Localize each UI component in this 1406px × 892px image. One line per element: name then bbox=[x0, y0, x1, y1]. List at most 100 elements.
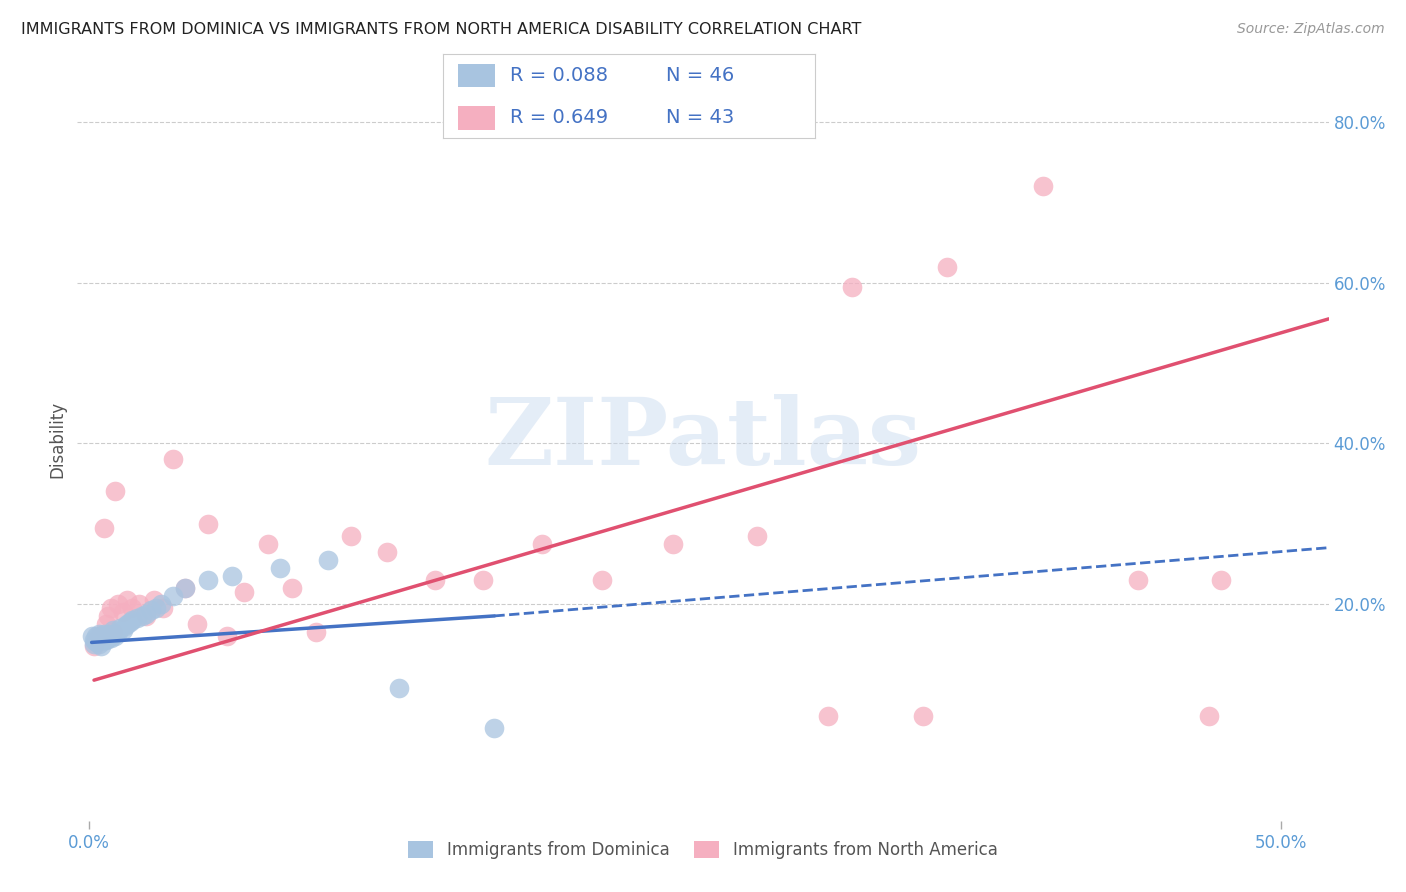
Point bbox=[107, 597, 129, 611]
Point bbox=[121, 601, 143, 615]
Point bbox=[83, 633, 105, 648]
Point bbox=[100, 601, 122, 615]
Point bbox=[484, 721, 506, 735]
Point bbox=[305, 624, 328, 639]
Point bbox=[97, 627, 120, 641]
Point bbox=[90, 639, 112, 653]
Point bbox=[101, 624, 124, 639]
Point bbox=[90, 629, 112, 643]
Point bbox=[110, 621, 132, 635]
Text: R = 0.088: R = 0.088 bbox=[510, 66, 607, 85]
Point bbox=[936, 260, 959, 274]
Point bbox=[86, 633, 108, 648]
Point bbox=[423, 573, 446, 587]
Point bbox=[841, 280, 863, 294]
Point bbox=[97, 631, 120, 645]
Point bbox=[162, 589, 184, 603]
Point bbox=[94, 617, 117, 632]
Point bbox=[221, 569, 243, 583]
Point bbox=[125, 611, 148, 625]
Point bbox=[111, 623, 134, 637]
Point bbox=[1211, 573, 1233, 587]
Point bbox=[86, 635, 108, 649]
Point bbox=[186, 617, 208, 632]
Text: R = 0.649: R = 0.649 bbox=[510, 108, 607, 127]
Point bbox=[107, 624, 129, 639]
Point bbox=[269, 561, 291, 575]
Point bbox=[471, 573, 494, 587]
Point bbox=[111, 605, 134, 619]
Point bbox=[87, 637, 110, 651]
Point bbox=[135, 607, 157, 621]
Point bbox=[1126, 573, 1149, 587]
Point bbox=[94, 629, 117, 643]
Point bbox=[87, 629, 110, 643]
Point bbox=[375, 544, 398, 558]
Point bbox=[912, 709, 935, 723]
Point bbox=[93, 627, 115, 641]
Point bbox=[281, 581, 304, 595]
Text: IMMIGRANTS FROM DOMINICA VS IMMIGRANTS FROM NORTH AMERICA DISABILITY CORRELATION: IMMIGRANTS FROM DOMINICA VS IMMIGRANTS F… bbox=[21, 22, 862, 37]
Point bbox=[101, 626, 124, 640]
FancyBboxPatch shape bbox=[458, 106, 495, 130]
Point bbox=[197, 516, 219, 531]
Point bbox=[93, 631, 115, 645]
Point bbox=[83, 639, 105, 653]
Point bbox=[86, 631, 108, 645]
Point bbox=[128, 597, 150, 611]
FancyBboxPatch shape bbox=[458, 63, 495, 87]
Point bbox=[1032, 179, 1054, 194]
Point bbox=[104, 484, 127, 499]
Point bbox=[197, 573, 219, 587]
Legend: Immigrants from Dominica, Immigrants from North America: Immigrants from Dominica, Immigrants fro… bbox=[402, 834, 1004, 866]
Point bbox=[97, 609, 120, 624]
Point bbox=[145, 601, 167, 615]
Point bbox=[817, 709, 839, 723]
Point bbox=[388, 681, 411, 696]
Point bbox=[100, 631, 122, 645]
Point bbox=[86, 629, 108, 643]
Point bbox=[90, 633, 112, 648]
Text: N = 46: N = 46 bbox=[666, 66, 735, 85]
Point bbox=[93, 633, 115, 648]
Point bbox=[1198, 709, 1220, 723]
Point bbox=[152, 601, 174, 615]
Point bbox=[117, 617, 139, 632]
Point bbox=[257, 536, 280, 550]
Point bbox=[83, 637, 105, 651]
Text: Source: ZipAtlas.com: Source: ZipAtlas.com bbox=[1237, 22, 1385, 37]
Point bbox=[531, 536, 554, 550]
Point bbox=[233, 585, 256, 599]
Point bbox=[117, 592, 139, 607]
Point bbox=[114, 619, 136, 633]
Point bbox=[149, 597, 172, 611]
Point bbox=[87, 631, 110, 645]
Text: N = 43: N = 43 bbox=[666, 108, 735, 127]
Point bbox=[141, 603, 163, 617]
Point bbox=[87, 627, 110, 641]
Point bbox=[104, 629, 127, 643]
Point bbox=[316, 552, 339, 567]
Point bbox=[217, 629, 239, 643]
Point bbox=[173, 581, 195, 595]
Point bbox=[87, 633, 110, 648]
Point bbox=[100, 629, 122, 643]
Point bbox=[131, 609, 153, 624]
Point bbox=[591, 573, 613, 587]
Point bbox=[93, 521, 115, 535]
Point bbox=[118, 615, 141, 629]
Text: ZIPatlas: ZIPatlas bbox=[485, 394, 921, 484]
Point bbox=[80, 629, 103, 643]
Point bbox=[135, 609, 157, 624]
Point bbox=[101, 623, 124, 637]
Point bbox=[662, 536, 685, 550]
Point bbox=[142, 592, 165, 607]
Point bbox=[121, 613, 143, 627]
Point bbox=[90, 629, 112, 643]
Point bbox=[94, 633, 117, 648]
Point bbox=[173, 581, 195, 595]
Y-axis label: Disability: Disability bbox=[48, 401, 66, 478]
Point bbox=[162, 452, 184, 467]
Point bbox=[340, 528, 363, 542]
Point bbox=[745, 528, 768, 542]
